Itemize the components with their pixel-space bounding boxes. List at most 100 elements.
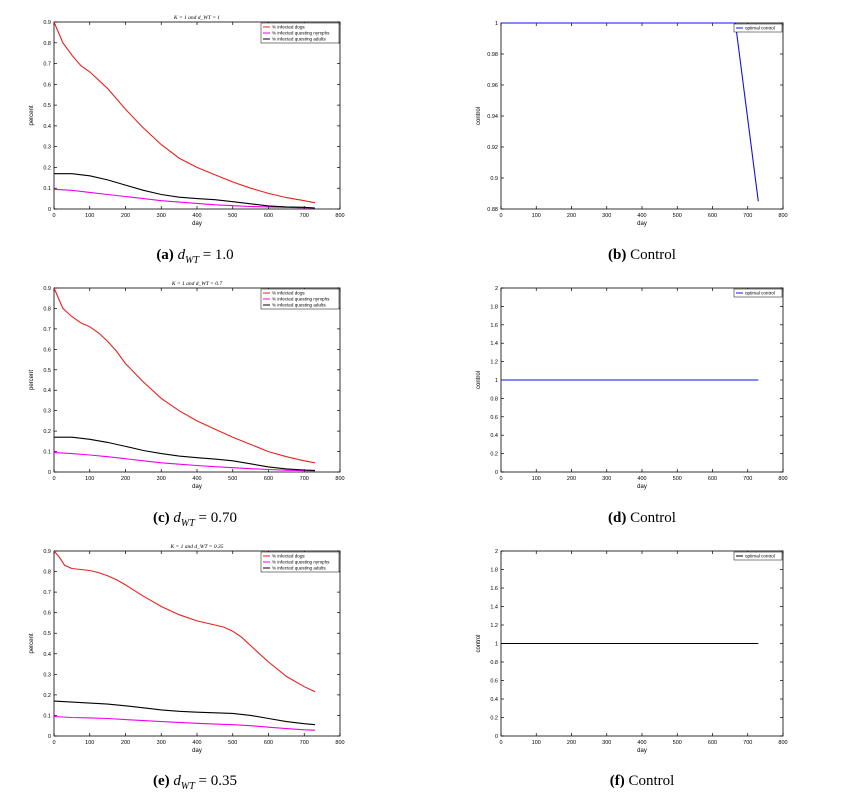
x-tick-label: 300	[157, 213, 166, 219]
caption-c: (c) dWT = 0.70	[45, 510, 345, 529]
x-tick-label: 400	[637, 740, 646, 746]
legend-label: % infected dogs	[272, 25, 305, 30]
y-tick-label: 1.6	[490, 586, 498, 592]
y-tick-label: 0.9	[43, 286, 51, 292]
x-tick-label: 100	[532, 213, 541, 219]
legend-box	[260, 22, 340, 44]
x-tick-label: 400	[637, 476, 646, 482]
y-tick-label: 1.4	[490, 605, 498, 611]
x-tick-label: 800	[335, 740, 344, 746]
y-tick-label: 0.88	[487, 207, 498, 213]
caption-d-text: Control	[630, 510, 676, 526]
x-tick-label: 200	[121, 476, 130, 482]
caption-f: (f) Control	[492, 773, 792, 790]
y-tick-label: 0.9	[43, 549, 51, 555]
x-axis-label: day	[192, 221, 202, 227]
y-tick-label: 0.8	[43, 570, 51, 576]
y-tick-label: 1.6	[490, 323, 498, 329]
x-tick-label: 100	[85, 476, 94, 482]
y-tick-label: 0.2	[43, 429, 51, 435]
caption-c-label: (c)	[152, 510, 170, 526]
x-tick-label: 500	[673, 476, 682, 482]
x-tick-label: 700	[743, 476, 752, 482]
y-tick-label: 0.9	[43, 20, 51, 26]
y-axis-label: control	[476, 634, 482, 652]
chart-title: K = 1 and d_WT = 0.35	[169, 544, 223, 550]
y-tick-label: 0.94	[487, 114, 498, 120]
x-axis-label: day	[192, 748, 202, 754]
caption-c-symbol: dWT	[173, 510, 195, 529]
x-tick-label: 800	[335, 476, 344, 482]
legend-label: optimal control	[745, 26, 775, 31]
series-line-infected-questing-adults	[53, 700, 316, 726]
chart-title: K = 1 and d_WT = 0.7	[171, 281, 223, 287]
x-tick-label: 0	[52, 213, 55, 219]
legend-label: % infected questing adults	[272, 566, 326, 571]
x-tick-label: 200	[567, 213, 576, 219]
caption-d: (d) Control	[492, 510, 792, 527]
x-tick-label: 600	[264, 213, 273, 219]
caption-b-text: Control	[630, 247, 676, 263]
legend-label: % infected questing nymphs	[272, 560, 330, 565]
y-tick-label: 0.2	[490, 716, 498, 722]
y-tick-label: 0.5	[43, 631, 51, 637]
x-tick-label: 500	[228, 476, 237, 482]
x-tick-label: 700	[300, 213, 309, 219]
y-tick-label: 0.6	[490, 679, 498, 685]
x-tick-label: 600	[708, 476, 717, 482]
y-axis-label: control	[476, 371, 482, 389]
caption-b-label: (b)	[608, 247, 627, 263]
y-tick-label: 2	[495, 549, 498, 555]
y-tick-label: 0	[48, 207, 51, 213]
legend-label: % infected questing adults	[272, 303, 326, 308]
series-line-optimal-control	[501, 22, 759, 202]
x-tick-label: 100	[85, 740, 94, 746]
x-tick-label: 300	[602, 740, 611, 746]
y-tick-label: 0.4	[43, 388, 51, 394]
x-tick-label: 300	[157, 476, 166, 482]
x-tick-label: 0	[52, 476, 55, 482]
x-tick-label: 200	[121, 213, 130, 219]
x-axis-label: day	[637, 748, 647, 754]
y-tick-label: 1.2	[490, 360, 498, 366]
caption-e-text: = 0.35	[198, 773, 238, 789]
y-tick-label: 0.7	[43, 590, 51, 596]
caption-e: (e) dWT = 0.35	[45, 773, 345, 792]
caption-e-label: (e)	[152, 773, 170, 789]
caption-c-text: = 0.70	[198, 510, 238, 526]
y-tick-label: 0.3	[43, 672, 51, 678]
y-tick-label: 0.1	[43, 186, 51, 192]
x-tick-label: 800	[335, 213, 344, 219]
x-tick-label: 700	[300, 476, 309, 482]
y-tick-label: 0.8	[43, 41, 51, 47]
series-line-infected-dogs	[53, 287, 316, 464]
legend-label: optimal control	[745, 291, 775, 296]
y-tick-label: 0.6	[43, 82, 51, 88]
y-tick-label: 0.2	[43, 165, 51, 171]
x-tick-label: 800	[778, 476, 787, 482]
x-tick-label: 100	[85, 213, 94, 219]
caption-b: (b) Control	[492, 247, 792, 264]
caption-a-label: (a)	[156, 247, 174, 263]
y-tick-label: 0.5	[43, 103, 51, 109]
y-tick-label: 0.92	[487, 145, 498, 151]
legend-box	[733, 288, 783, 298]
x-tick-label: 400	[637, 213, 646, 219]
y-tick-label: 0.6	[43, 611, 51, 617]
y-tick-label: 0.9	[490, 176, 498, 182]
x-tick-label: 200	[567, 740, 576, 746]
series-line-infected-questing-nymphs	[53, 452, 316, 472]
series-line-infected-questing-nymphs	[53, 188, 316, 209]
caption-e-symbol: dWT	[173, 773, 195, 792]
y-axis-label: percent	[29, 633, 35, 653]
y-tick-label: 2	[495, 286, 498, 292]
legend-box	[733, 551, 783, 561]
caption-a-text: = 1.0	[202, 247, 234, 263]
